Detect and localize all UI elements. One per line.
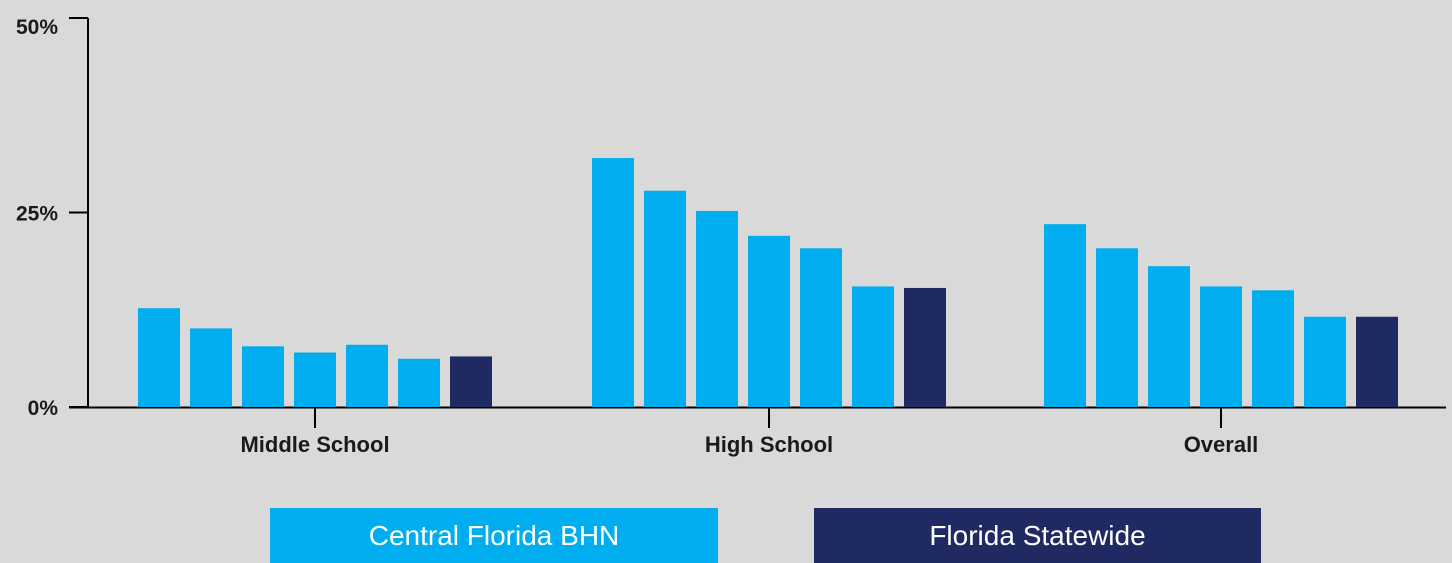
legend-central-florida-bhn: Central Florida BHN xyxy=(270,508,718,563)
x-category-label: High School xyxy=(705,432,833,457)
bar-central-florida-bhn xyxy=(1096,248,1138,407)
bar-central-florida-bhn xyxy=(696,210,738,407)
bar-central-florida-bhn xyxy=(644,190,686,407)
bar-central-florida-bhn xyxy=(800,248,842,407)
bar-florida-statewide xyxy=(904,287,946,407)
bar-central-florida-bhn xyxy=(852,286,894,407)
bar-central-florida-bhn xyxy=(1044,224,1086,407)
bar-central-florida-bhn xyxy=(190,328,232,407)
bar-central-florida-bhn xyxy=(346,344,388,407)
legend-florida-statewide: Florida Statewide xyxy=(814,508,1261,563)
bar-florida-statewide xyxy=(450,356,492,407)
bar-central-florida-bhn xyxy=(592,158,634,407)
bar-central-florida-bhn xyxy=(1304,316,1346,407)
y-tick-label: 0% xyxy=(28,397,59,420)
bar-central-florida-bhn xyxy=(398,358,440,407)
x-category-label: Middle School xyxy=(240,432,389,457)
y-tick-label: 50% xyxy=(16,16,58,39)
bar-central-florida-bhn xyxy=(1200,286,1242,407)
bar-central-florida-bhn xyxy=(138,308,180,407)
bar-central-florida-bhn xyxy=(748,235,790,407)
bar-chart: 0% 25% 50% Middle School High School Overall xyxy=(16,16,1446,457)
bar-central-florida-bhn xyxy=(1148,266,1190,407)
bar-central-florida-bhn xyxy=(294,352,336,407)
bar-florida-statewide xyxy=(1356,316,1398,407)
x-category-label: Overall xyxy=(1184,432,1259,457)
y-tick-label: 25% xyxy=(16,203,58,226)
bar-central-florida-bhn xyxy=(242,346,284,407)
bar-central-florida-bhn xyxy=(1252,290,1294,407)
